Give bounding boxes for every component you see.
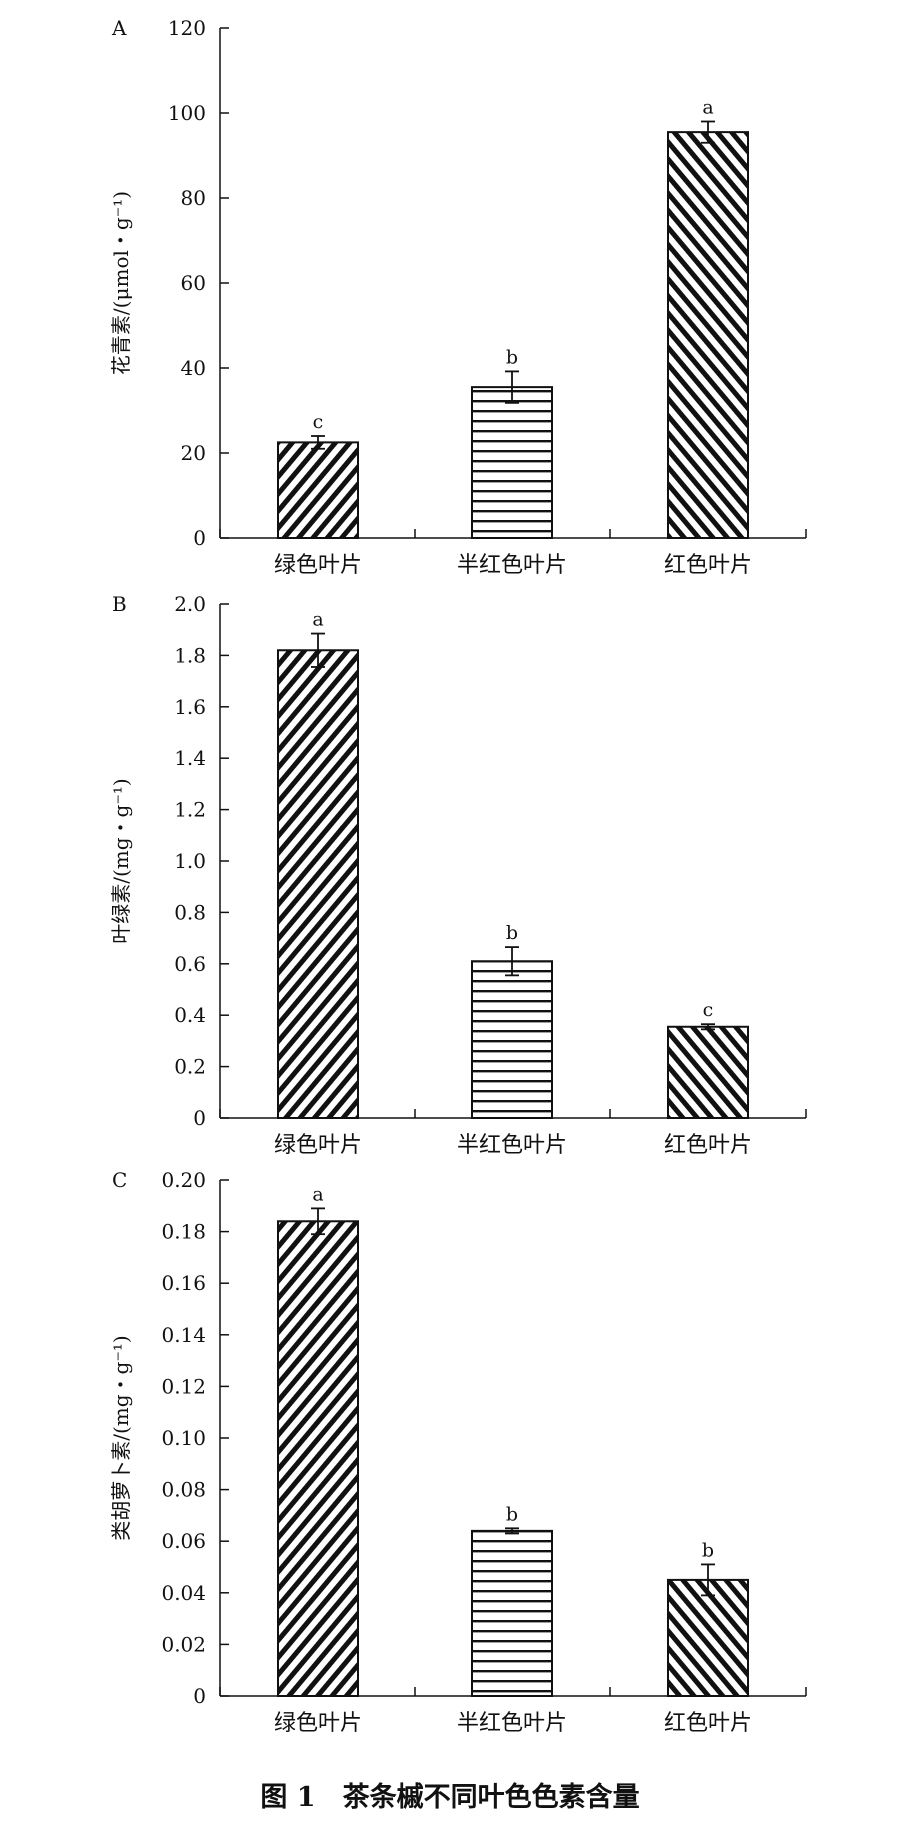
panel-label: C <box>112 1168 127 1192</box>
y-tick-label: 0.16 <box>161 1271 206 1295</box>
significance-label: b <box>702 1539 714 1561</box>
y-tick-label: 0.12 <box>161 1374 206 1398</box>
significance-label: a <box>312 1183 323 1205</box>
error-bar <box>701 1023 715 1031</box>
bar-3 <box>667 131 749 539</box>
y-tick-label: 0.4 <box>174 1003 206 1027</box>
significance-label: b <box>506 922 518 944</box>
error-bar <box>701 120 715 144</box>
x-category-label: 绿色叶片 <box>274 1711 362 1736</box>
y-tick-label: 0.6 <box>174 952 206 976</box>
significance-label: b <box>506 1503 518 1525</box>
y-tick-label: 0.2 <box>174 1055 206 1079</box>
y-tick-label: 1.4 <box>174 746 206 770</box>
x-category-label: 红色叶片 <box>664 553 752 578</box>
bar-2 <box>471 386 553 539</box>
y-tick-label: 0.10 <box>161 1426 206 1450</box>
y-axis-label: 叶绿素/(mg・g⁻¹) <box>109 778 133 944</box>
figure-caption: 图 1 茶条槭不同叶色色素含量 <box>260 1781 639 1813</box>
y-tick-label: 40 <box>181 356 206 380</box>
y-tick-label: 1.2 <box>174 798 206 822</box>
panel-label: B <box>112 592 127 616</box>
y-axis-label: 花青素/(μmol・g⁻¹) <box>109 191 133 375</box>
chart-panels: A 0 20 40 60 80 100 120 花青素/(μmol・g⁻¹) c 绿色叶片 b 半红色叶… <box>109 16 807 1736</box>
significance-label: a <box>312 609 323 631</box>
x-category-label: 半红色叶片 <box>457 1711 567 1736</box>
error-bar <box>505 946 519 977</box>
y-tick-label: 0.18 <box>161 1220 206 1244</box>
bar-1 <box>277 1220 359 1698</box>
y-tick-label: 0.14 <box>161 1323 206 1347</box>
chart-panel-c: C 0 0.02 0.04 0.06 0.08 0.10 0.12 0.14 0.16 0.18 0.… <box>109 1168 807 1736</box>
bar-2 <box>471 1529 553 1697</box>
significance-label: c <box>313 411 324 433</box>
error-bar <box>311 632 325 668</box>
bar-1 <box>277 441 359 539</box>
bar-1 <box>277 649 359 1119</box>
bar-3 <box>667 1578 749 1698</box>
y-tick-label: 100 <box>168 101 206 125</box>
chart-panel-a: A 0 20 40 60 80 100 120 花青素/(μmol・g⁻¹) c 绿色叶片 b 半红色叶… <box>109 16 807 578</box>
y-tick-label: 60 <box>181 271 206 295</box>
chart-panel-b: B 0 0.2 0.4 0.6 0.8 1.0 1.2 1.4 1.6 1.8 2.0 叶绿素/(mg・… <box>109 592 807 1158</box>
y-tick-label: 20 <box>181 441 206 465</box>
y-tick-label: 0.04 <box>161 1581 206 1605</box>
error-bar <box>311 1207 325 1236</box>
x-category-label: 红色叶片 <box>664 1711 752 1736</box>
y-tick-label: 80 <box>181 186 206 210</box>
significance-label: b <box>506 346 518 368</box>
y-tick-label: 0 <box>193 526 206 550</box>
y-tick-label: 2.0 <box>174 592 206 616</box>
x-category-label: 半红色叶片 <box>457 1133 567 1158</box>
x-category-label: 半红色叶片 <box>457 553 567 578</box>
bar-3 <box>667 1025 749 1120</box>
y-tick-label: 0.02 <box>161 1632 206 1656</box>
error-bar <box>311 435 325 450</box>
y-axis-label: 类胡萝卜素/(mg・g⁻¹) <box>109 1335 133 1541</box>
y-tick-label: 1.8 <box>174 643 206 667</box>
y-tick-label: 1.6 <box>174 695 206 719</box>
significance-label: c <box>703 999 714 1021</box>
y-tick-label: 0.06 <box>161 1529 206 1553</box>
x-category-label: 红色叶片 <box>664 1133 752 1158</box>
y-tick-label: 0.08 <box>161 1478 206 1502</box>
significance-label: a <box>702 97 713 119</box>
bar-2 <box>471 960 553 1119</box>
panel-label: A <box>111 16 127 40</box>
error-bar <box>505 1527 519 1535</box>
x-category-label: 绿色叶片 <box>274 1133 362 1158</box>
y-tick-label: 0.20 <box>161 1168 206 1192</box>
y-tick-label: 0 <box>193 1684 206 1708</box>
y-tick-label: 1.0 <box>174 849 206 873</box>
y-tick-label: 120 <box>168 16 206 40</box>
error-bar <box>701 1563 715 1597</box>
y-tick-label: 0 <box>193 1106 206 1130</box>
error-bar <box>505 370 519 404</box>
y-tick-label: 0.8 <box>174 900 206 924</box>
x-category-label: 绿色叶片 <box>274 553 362 578</box>
